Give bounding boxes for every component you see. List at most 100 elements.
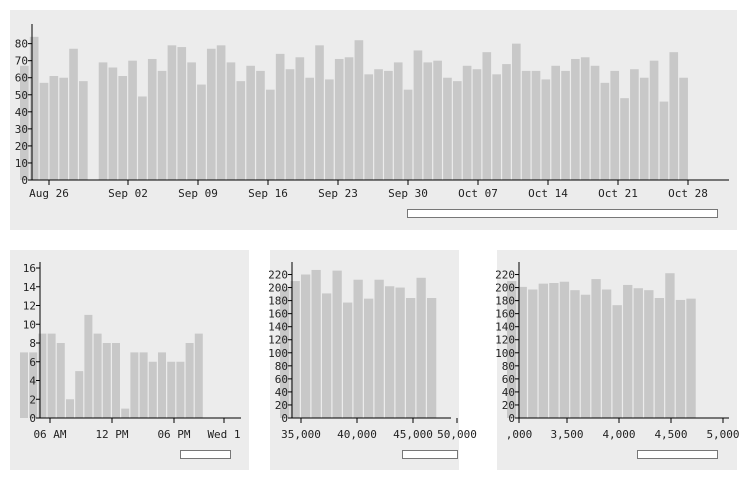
days-bar xyxy=(20,65,29,180)
delays-y-tick-label: 160 xyxy=(268,308,288,321)
days-bar xyxy=(452,81,462,180)
days-bar xyxy=(580,57,590,180)
delays-x-tick-label: 45,000 xyxy=(393,428,433,441)
days-bar xyxy=(571,58,580,181)
delays-y-tick-label: 20 xyxy=(275,399,288,412)
hours-y-tick-label: 16 xyxy=(23,262,36,275)
days-bar xyxy=(423,62,433,180)
days-bar xyxy=(69,48,78,180)
hours-y-tick-label: 8 xyxy=(29,337,36,350)
distances-x-tick-label: 3,500 xyxy=(550,428,583,441)
days-brush-handle[interactable] xyxy=(407,209,718,218)
days-bar xyxy=(541,79,551,180)
distances-y-tick-label: 60 xyxy=(502,373,515,386)
delays-bar xyxy=(311,269,321,418)
hours-bar xyxy=(148,361,157,418)
days-x-tick-label: Sep 30 xyxy=(388,187,428,200)
hours-y-tick-label: 14 xyxy=(23,281,37,294)
days-bar xyxy=(531,70,541,180)
days-y-tick-label: 50 xyxy=(15,89,28,102)
days-bar xyxy=(393,62,403,180)
days-bar xyxy=(256,70,265,180)
delays-bar xyxy=(427,298,437,418)
days-bar xyxy=(512,43,521,180)
days-bar xyxy=(600,82,610,180)
delays-brush-handle[interactable] xyxy=(402,450,458,459)
hours-bar-chart[interactable]: 0 2 4 6 8 10 12 14 16 06 AM 12 PM 06 PM Wed 1 xyxy=(10,250,249,470)
hours-x-tick-label: 12 PM xyxy=(95,428,128,441)
days-bar xyxy=(679,77,688,180)
delays-bar xyxy=(364,298,374,418)
days-bar xyxy=(610,70,620,180)
days-bar xyxy=(177,47,187,180)
days-bar xyxy=(197,84,206,180)
hours-bar xyxy=(102,343,111,418)
hours-y-tick-label: 12 xyxy=(23,300,36,313)
days-bar xyxy=(275,53,285,180)
days-x-tick-label: Sep 16 xyxy=(248,187,288,200)
hours-y-tick-label: 4 xyxy=(29,375,36,388)
days-bar xyxy=(620,98,629,180)
days-y-tick-label: 70 xyxy=(15,55,28,68)
distances-brush-handle[interactable] xyxy=(637,450,718,459)
hours-y-tick-label: 10 xyxy=(23,318,36,331)
distances-x-tick-label: 5,000 xyxy=(706,428,739,441)
days-bar xyxy=(590,65,600,180)
days-x-tick-label: Oct 07 xyxy=(458,187,498,200)
days-bar xyxy=(285,69,295,180)
distances-bar xyxy=(549,283,559,418)
distances-bar xyxy=(675,299,686,418)
distances-y-tick-label: 120 xyxy=(495,334,515,347)
delays-bar xyxy=(353,279,363,418)
hours-bar xyxy=(56,343,65,418)
days-bar xyxy=(315,45,324,181)
delays-bar xyxy=(343,302,353,418)
distances-bar xyxy=(591,279,601,418)
hours-bar xyxy=(75,371,84,419)
days-bar xyxy=(128,60,137,180)
delays-bar xyxy=(385,286,395,418)
hours-y-tick-label: 0 xyxy=(29,412,36,425)
hours-y-tick-label: 2 xyxy=(29,393,36,406)
distances-bar xyxy=(623,284,633,418)
distances-bar xyxy=(507,281,517,418)
hours-x-tick-label: Wed 1 xyxy=(207,428,240,441)
days-bar xyxy=(462,65,472,180)
delays-x-tick-label: 35,000 xyxy=(281,428,321,441)
hours-bar xyxy=(84,314,93,419)
hours-y-tick-label: 6 xyxy=(29,356,36,369)
days-bar xyxy=(443,77,452,180)
distances-bar xyxy=(570,290,580,418)
days-bar xyxy=(79,81,88,180)
days-bar xyxy=(147,58,157,181)
hours-brush-handle[interactable] xyxy=(180,450,231,459)
distances-bar xyxy=(654,298,665,418)
hours-bar xyxy=(158,352,166,419)
days-chart-panel: 0 10 20 30 40 50 60 70 80 Aug 26 Sep 02 Sep 09 Sep 1… xyxy=(10,10,737,230)
days-bar xyxy=(305,77,314,180)
days-bar-chart[interactable]: 0 10 20 30 40 50 60 70 80 Aug 26 Sep 02 Sep 09 Sep 1… xyxy=(10,10,737,230)
distances-x-tick-label: 4,000 xyxy=(602,428,635,441)
distances-y-tick-label: 100 xyxy=(495,347,515,360)
hours-bar xyxy=(139,352,148,419)
delays-bar xyxy=(395,287,405,418)
days-bar xyxy=(206,48,216,180)
days-x-tick-label: Oct 21 xyxy=(598,187,638,200)
days-bar xyxy=(482,52,492,180)
days-bar xyxy=(354,40,364,181)
hours-bar xyxy=(185,343,194,418)
days-x-tick-label: Aug 26 xyxy=(29,187,69,200)
hours-bar xyxy=(112,343,120,418)
days-bar xyxy=(187,62,196,180)
days-bar xyxy=(561,70,570,180)
delays-bar xyxy=(374,279,384,418)
distances-bar xyxy=(644,290,654,418)
distances-bar xyxy=(633,288,643,418)
hours-bar xyxy=(121,408,130,419)
delays-y-tick-label: 200 xyxy=(268,282,288,295)
distances-x-tick-label: ,000 xyxy=(506,428,533,441)
hours-bar xyxy=(66,399,74,418)
days-bar xyxy=(334,58,344,181)
